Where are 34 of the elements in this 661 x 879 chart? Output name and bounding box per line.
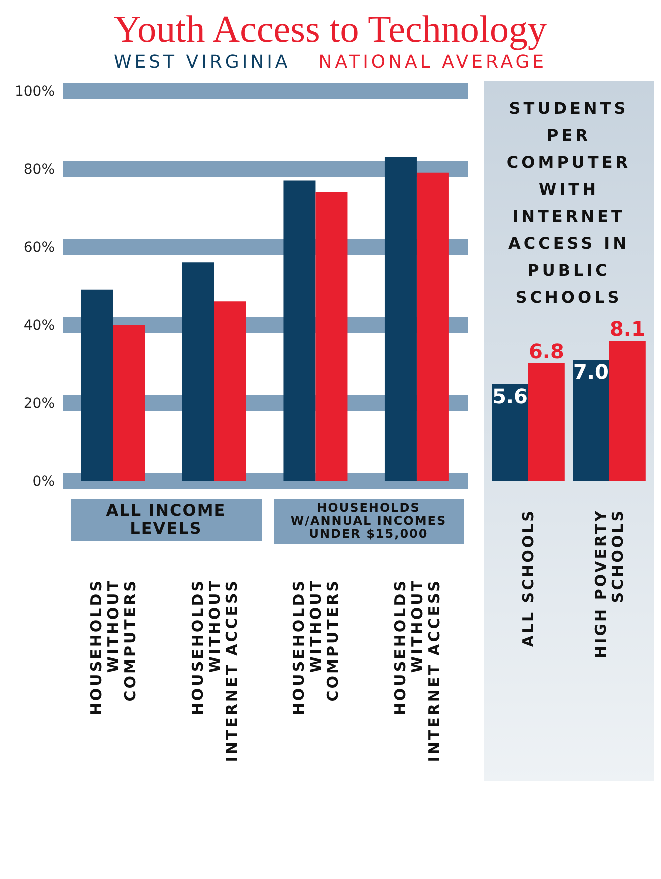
x-tick-label: HIGH POVERTY SCHOOLS (592, 509, 627, 658)
bar (492, 384, 528, 481)
data-label: 7.0 (574, 360, 609, 384)
chart-title: Youth Access to Technology (113, 8, 548, 52)
bar (182, 262, 214, 481)
y-tick-label: 100% (14, 84, 55, 100)
bar (284, 180, 316, 481)
bar (416, 172, 449, 481)
data-label: 6.8 (528, 339, 564, 364)
chart-title: STUDENTS PER COMPUTER WITH INTERNET ACCESS IN PUBLIC SCHOOLS (506, 98, 632, 309)
bar (316, 192, 348, 481)
data-label: 5.6 (492, 384, 528, 408)
bar (573, 360, 610, 481)
text: NATIONAL AVERAGE (318, 52, 548, 73)
y-tick-label: 20% (24, 396, 55, 412)
y-tick-label: 60% (24, 240, 55, 256)
x-tick-label: HOUSEHOLDS WITHOUT COMPUTERS (290, 579, 342, 716)
y-tick-label: 40% (24, 318, 55, 334)
x-tick-label: HOUSEHOLDS WITHOUT INTERNET ACCESS (391, 579, 444, 762)
y-tick-label: 80% (24, 162, 55, 178)
text: HOUSEHOLDS W/ANNUAL INCOMES UNDER $15,000 (274, 499, 464, 544)
x-tick-label: HOUSEHOLDS WITHOUT COMPUTERS (88, 579, 140, 716)
bar (214, 302, 246, 481)
bar (81, 290, 114, 481)
bar (384, 157, 417, 481)
bar (113, 325, 146, 481)
x-tick-label: ALL SCHOOLS (520, 509, 538, 648)
y-tick-label: 0% (32, 474, 55, 490)
bar (528, 363, 565, 481)
bar (609, 341, 646, 481)
x-tick-label: HOUSEHOLDS WITHOUT INTERNET ACCESS (188, 579, 241, 762)
data-label: 8.1 (610, 317, 646, 341)
text: ALL INCOME LEVELS (71, 499, 262, 541)
text: WEST VIRGINIA (114, 52, 291, 73)
